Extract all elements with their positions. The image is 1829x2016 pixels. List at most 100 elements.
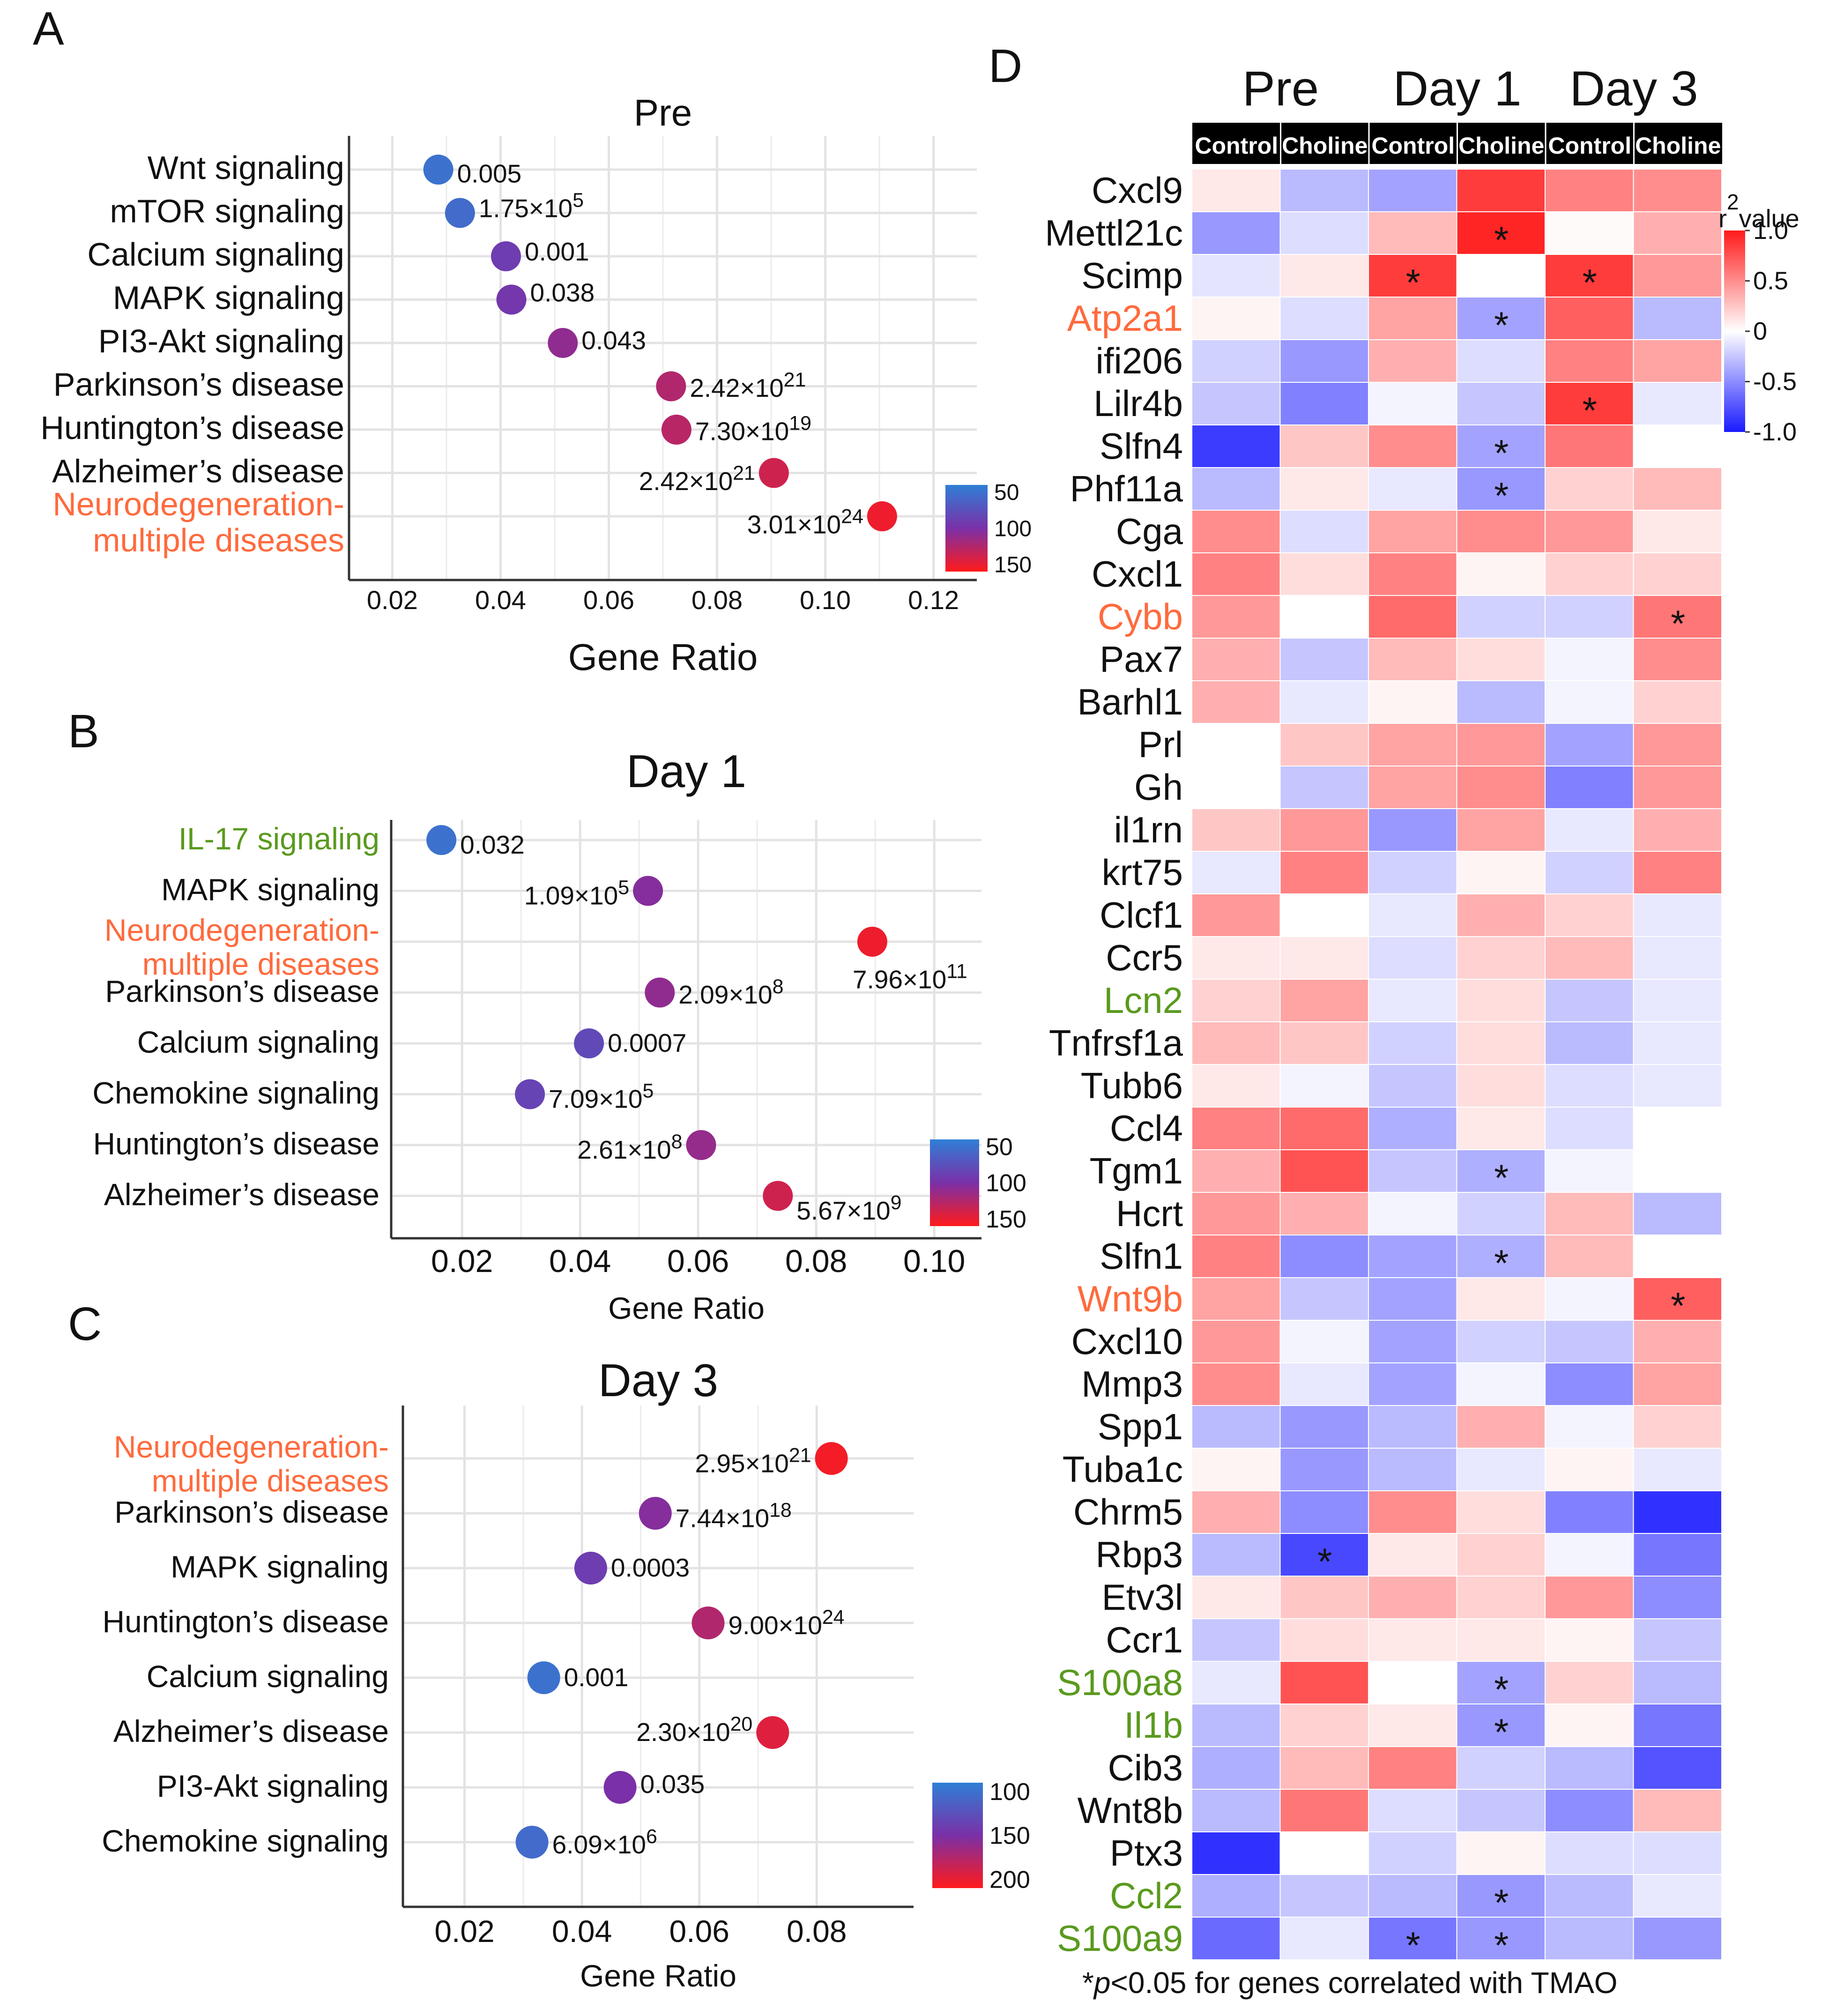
heatmap-cell (1192, 1449, 1280, 1490)
heatmap-cell (1192, 1577, 1280, 1618)
column-header: Control (1195, 133, 1278, 159)
heatmap-cell (1634, 1832, 1721, 1874)
heatmap-cell (1369, 894, 1457, 936)
data-point (691, 1607, 725, 1639)
heatmap-cell (1457, 894, 1545, 936)
p-value-label: 7.09×105 (549, 1079, 654, 1113)
data-point (426, 825, 457, 855)
gene-label: Hcrt (1116, 1193, 1183, 1234)
heatmap-cell (1369, 1321, 1457, 1362)
row-label: Alzheimer’s disease (104, 1177, 379, 1212)
column-header: Control (1371, 133, 1455, 159)
heatmap-cell (1546, 255, 1633, 297)
heatmap-cell (1634, 340, 1721, 382)
data-point (857, 927, 887, 957)
heatmap-cell (1634, 1534, 1721, 1576)
x-tick-label: 0.02 (434, 1914, 494, 1949)
heatmap-cell (1457, 809, 1545, 851)
heatmap-cell (1369, 596, 1457, 638)
p-value-label: 2.61×108 (577, 1131, 682, 1164)
heatmap-cell (1192, 1875, 1280, 1917)
heatmap-cell (1546, 298, 1633, 339)
heatmap-cell (1634, 1577, 1721, 1618)
heatmap-cell (1280, 1832, 1368, 1874)
heatmap-cell (1280, 809, 1368, 851)
heatmap-cell (1457, 425, 1545, 467)
row-label: mTOR signaling (110, 193, 344, 230)
group-header: Day 3 (1569, 61, 1698, 116)
heatmap-cell (1369, 1790, 1457, 1831)
heatmap-cell (1634, 1747, 1721, 1789)
p-value-mantissa: 7.09×10 (549, 1084, 642, 1113)
heatmap-cell (1457, 1619, 1545, 1661)
gene-label: Tuba1c (1063, 1449, 1183, 1490)
heatmap-cell (1457, 1662, 1545, 1704)
row-label: Alzheimer’s disease (113, 1714, 389, 1748)
heatmap-cell (1192, 1022, 1280, 1064)
heatmap-cell (1634, 1918, 1721, 1959)
gene-label: Wnt9b (1078, 1278, 1183, 1319)
gene-label: Slfn1 (1100, 1235, 1183, 1277)
p-value-label: 0.035 (640, 1770, 705, 1799)
heatmap-cell (1280, 1491, 1368, 1533)
group-header: Pre (1242, 61, 1319, 116)
p-value-label: 7.96×1011 (853, 960, 967, 994)
heatmap-cell (1369, 724, 1457, 766)
heatmap-cell (1369, 425, 1457, 467)
heatmap-cell (1369, 1832, 1457, 1874)
panel-a: A Pre 0.02 0.04 0.06 0.08 0.10 0.12 Gene Ratio Wn… (33, 2, 1032, 678)
heatmap-cell (1369, 1747, 1457, 1789)
heatmap-cell (1192, 1235, 1280, 1277)
heatmap-cell (1634, 1790, 1721, 1831)
heatmap-cell (1369, 1235, 1457, 1277)
heatmap-cell (1280, 1790, 1368, 1831)
row-label: IL-17 signaling (178, 821, 379, 856)
legend-label: 0 (1753, 317, 1767, 345)
heatmap-cell (1192, 1662, 1280, 1704)
heatmap-cell (1192, 894, 1280, 936)
x-tick-label: 0.06 (669, 1914, 729, 1949)
heatmap-cell (1546, 1193, 1633, 1235)
row-label: Calcium signaling (147, 1659, 389, 1694)
heatmap-cell (1369, 298, 1457, 339)
gene-label: ifi206 (1096, 340, 1183, 381)
footnote-p: p (1093, 1966, 1111, 2000)
colorbar-label: 100 (986, 1170, 1026, 1197)
gene-label: Cxcl1 (1092, 553, 1183, 595)
colorbar-label: 50 (986, 1134, 1013, 1161)
colorbar-label: 100 (994, 516, 1032, 541)
heatmap-cell (1546, 980, 1633, 1021)
gene-label: Cybb (1098, 596, 1183, 637)
footnote-star: * (1082, 1966, 1094, 2000)
x-tick-label: 0.10 (903, 1243, 965, 1279)
heatmap-cell (1546, 1321, 1633, 1362)
heatmap-cell (1546, 170, 1633, 211)
heatmap-cell (1369, 1193, 1457, 1235)
p-value-mantissa: 2.42×10 (639, 467, 733, 496)
heatmap-cell (1192, 724, 1280, 766)
heatmap-cell (1457, 1704, 1545, 1746)
heatmap-cell (1280, 511, 1368, 552)
heatmap-cell (1546, 1022, 1633, 1064)
row-label-line: multiple diseases (142, 947, 379, 982)
legend-value: value (1739, 205, 1799, 233)
heatmap-cell (1634, 1704, 1721, 1746)
heatmap-cell (1192, 1790, 1280, 1831)
colorbar-label: 150 (986, 1206, 1026, 1233)
p-value-label: 7.30×1019 (695, 412, 811, 446)
heatmap-cell (1280, 425, 1368, 467)
heatmap-cell (1369, 1278, 1457, 1320)
heatmap-cell (1457, 1790, 1545, 1831)
x-tick-label: 0.04 (475, 585, 526, 615)
heatmap-cell (1546, 596, 1633, 638)
x-axis-label: Gene Ratio (568, 636, 758, 678)
gene-label: Cxcl9 (1092, 170, 1183, 211)
panel-c: C Day 3 0.02 0.04 0.06 0.08 Gene Ratio Neurodeg… (68, 1298, 1030, 1993)
heatmap-cell (1280, 681, 1368, 723)
heatmap-cell (1369, 255, 1457, 297)
heatmap-cell (1280, 298, 1368, 339)
heatmap-cell (1192, 681, 1280, 723)
significance-star: * (1317, 1540, 1332, 1582)
